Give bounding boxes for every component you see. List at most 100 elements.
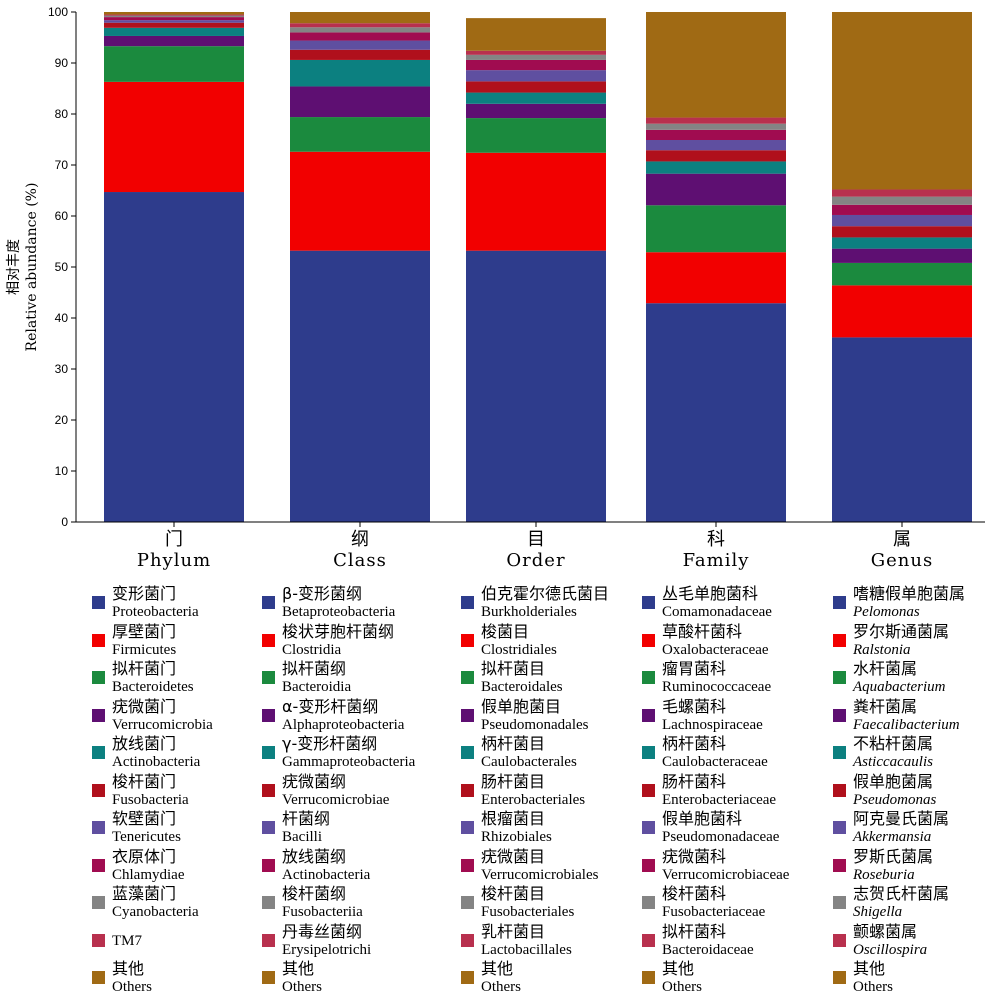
legend-label-cn: 拟杆菌科 [662, 921, 727, 941]
y-tick-label: 40 [55, 311, 69, 325]
legend-label-cn: 其他 [282, 959, 315, 978]
legend-label-cn: 其他 [481, 959, 514, 978]
legend-label-en: Gammaproteobacteria [282, 754, 416, 770]
legend-label-en: Betaproteobacteria [282, 604, 396, 620]
legend-label-en: Tenericutes [112, 829, 181, 845]
legend-swatch [92, 708, 105, 722]
legend-swatch [461, 896, 474, 909]
legend-item: 乳杆菌目 Lactobacillales [461, 922, 661, 960]
bar-segment-genus-11 [832, 12, 972, 190]
x-category-label-en: Order [506, 550, 565, 571]
bar-segment-order-11 [466, 18, 606, 51]
axes-layer [71, 11, 985, 527]
legend-label-en: Bacteroidales [481, 679, 563, 695]
y-tick-label: 60 [55, 209, 69, 223]
legend-swatch [262, 858, 275, 872]
legend-label-cn: 水杆菌属 [853, 659, 918, 678]
legend-swatch [262, 783, 275, 797]
legend-item: 疣微菌科 Verrucomicrobiaceae [642, 847, 842, 885]
x-category-label-en: Class [333, 550, 387, 571]
x-category-label-cn: 科 [707, 529, 725, 550]
legend-label-en: Fusobacteriaceae [662, 904, 766, 920]
bar-segment-order-6 [466, 81, 606, 93]
legend-label-en: Others [282, 979, 322, 995]
legend-item: 柄杆菌科 Caulobacteraceae [642, 734, 842, 772]
bar-segment-family-4 [646, 173, 786, 206]
legend-label-cn: 放线菌纲 [282, 846, 347, 866]
legend-label-en: Oxalobacteraceae [662, 641, 769, 658]
legend-label-en: Fusobacteriales [481, 904, 575, 920]
legend-label-cn: β-变形菌纲 [282, 584, 362, 603]
legend-label-cn: 柄杆菌科 [662, 734, 727, 753]
legend-label-cn: 软壁菌门 [112, 809, 177, 828]
legend-item: 嗜糖假单胞菌属 Pelomonas [833, 584, 1000, 622]
legend-swatch [92, 971, 105, 984]
legend-label-cn: 毛螺菌科 [662, 696, 727, 716]
legend-swatch [461, 633, 474, 647]
legend-label-cn: 梭杆菌目 [481, 884, 546, 903]
legend-label-cn: 梭杆菌纲 [282, 884, 347, 903]
legend-swatch [833, 708, 846, 722]
bar-segment-order-8 [466, 59, 606, 71]
bar-segment-phylum-5 [104, 27, 244, 36]
legend-label-en: Verrucomicrobia [112, 716, 213, 733]
x-category-label-cn: 门 [165, 529, 183, 550]
legend-label-en: Burkholderiales [481, 604, 577, 620]
legend-item: 不粘杆菌属 Asticcacaulis [833, 734, 1000, 772]
legend-item: 杆菌纲 Bacilli [262, 809, 462, 847]
legend-column-phylum: 变形菌门 Proteobacteria 厚壁菌门 Firmicutes 拟杆菌门 Bact… [92, 584, 292, 997]
legend-item: 其他 Others [642, 959, 842, 997]
legend-label-cn: 假单胞菌目 [481, 696, 562, 716]
legend-label-en: Pelomonas [853, 604, 920, 620]
legend-item: 肠杆菌目 Enterobacteriales [461, 772, 661, 810]
legend-swatch [642, 633, 655, 647]
legend-label-en: Bacteroidaceae [662, 941, 754, 958]
legend-item: 其他 Others [92, 959, 292, 997]
legend-swatch [833, 746, 846, 759]
legend-label-cn: 梭菌目 [481, 621, 530, 641]
legend-item: 软壁菌门 Tenericutes [92, 809, 292, 847]
bar-segment-genus-2 [832, 285, 972, 338]
legend-swatch [92, 633, 105, 647]
legend-swatch [833, 671, 846, 684]
legend-swatch [833, 933, 846, 947]
legend-item: β-变形菌纲 Betaproteobacteria [262, 584, 462, 622]
legend-swatch [642, 821, 655, 834]
legend-swatch [92, 933, 105, 947]
legend-swatch [833, 971, 846, 984]
legend-label-cn: 伯克霍尔德氏菌目 [481, 584, 610, 603]
legend-label-en: Clostridiales [481, 641, 557, 658]
legend-item: 草酸杆菌科 Oxalobacteraceae [642, 622, 842, 660]
legend-swatch [262, 971, 275, 984]
legend-item: 其他 Others [833, 959, 1000, 997]
y-tick-label: 10 [55, 464, 69, 478]
bar-segment-phylum-9 [104, 15, 244, 18]
legend-item: 拟杆菌门 Bacteroidetes [92, 659, 292, 697]
legend-label-en: Others [662, 979, 702, 995]
bar-segment-genus-10 [832, 189, 972, 197]
legend-label-en: Enterobacteriales [481, 791, 586, 808]
legend-item: 梭状芽胞杆菌纲 Clostridia [262, 622, 462, 660]
legend-swatch [92, 896, 105, 909]
legend-swatch [461, 971, 474, 984]
legend-label-cn: 疣微菌科 [662, 846, 727, 866]
legend-label-en: Chlamydiae [112, 866, 185, 883]
y-tick-label: 70 [55, 158, 69, 172]
legend-label-cn: 梭状芽胞杆菌纲 [282, 621, 395, 641]
bar-segment-genus-6 [832, 226, 972, 238]
legend-label-en: Oscillospira [853, 941, 928, 958]
legend-label-cn: γ-变形杆菌纲 [282, 734, 378, 753]
legend-swatch [642, 896, 655, 909]
legend-item: 假单胞菌属 Pseudomonas [833, 772, 1000, 810]
legend-swatch [262, 633, 275, 647]
legend-label-cn: 厚壁菌门 [112, 621, 177, 641]
legend-label-cn: 其他 [662, 959, 695, 978]
bar-segment-genus-5 [832, 237, 972, 249]
legend-label-cn: 丛毛单胞菌科 [662, 584, 759, 603]
legend-label-cn: 拟杆菌目 [481, 659, 546, 678]
legend-label-en: Ruminococcaceae [662, 679, 772, 695]
legend-label-en: Comamonadaceae [662, 604, 772, 620]
legend-swatch [642, 708, 655, 722]
legend-label-en: Alphaproteobacteria [282, 716, 405, 733]
y-tick-label: 30 [55, 362, 69, 376]
